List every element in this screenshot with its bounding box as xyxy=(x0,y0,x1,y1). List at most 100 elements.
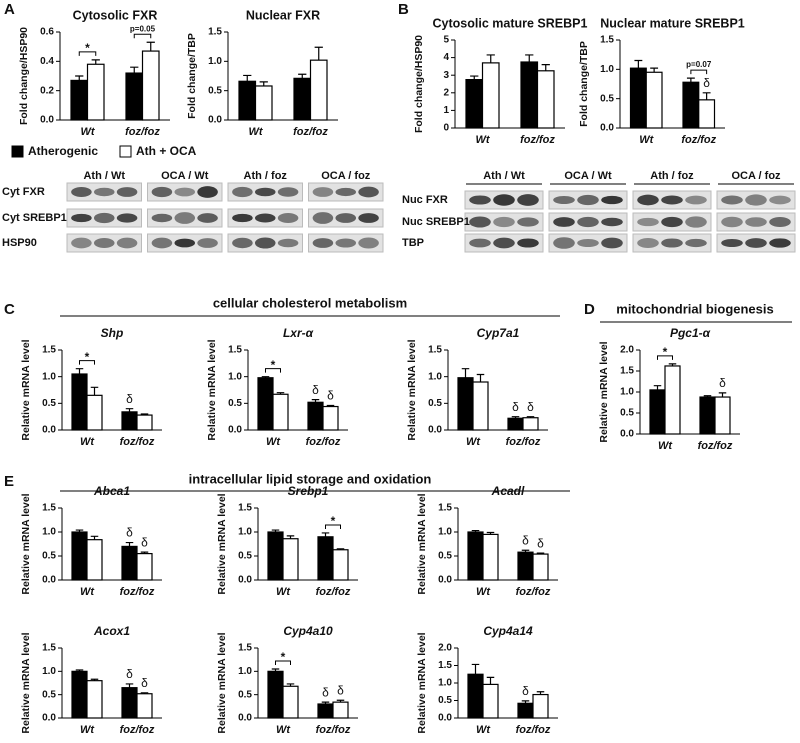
blot-row-label: Cyt SREBP1 xyxy=(2,212,67,224)
bar xyxy=(238,80,257,121)
y-tick-label: 0.0 xyxy=(238,575,252,586)
error-bar xyxy=(521,549,530,553)
x-tick-label: Wt xyxy=(80,436,95,448)
blot-band xyxy=(197,186,218,198)
y-tick-label: 2.0 xyxy=(620,345,634,356)
y-tick-label: 1.0 xyxy=(238,666,252,677)
blot-band xyxy=(685,195,707,205)
bar xyxy=(664,365,681,435)
y-tick-label: 1.5 xyxy=(208,27,222,38)
blot-band xyxy=(577,238,599,248)
y-tick-label: 0.4 xyxy=(40,56,54,67)
chart-title: Cytosolic FXR xyxy=(73,8,158,22)
bar xyxy=(121,545,138,581)
delta-marker: δ xyxy=(522,533,529,547)
x-tick-label: Wt xyxy=(639,134,654,146)
error-bar xyxy=(125,683,134,688)
delta-marker: δ xyxy=(327,389,334,403)
blot-band xyxy=(769,238,791,248)
significance-label: * xyxy=(85,41,90,55)
section-heading: intracellular lipid storage and oxidatio… xyxy=(189,471,432,486)
bar xyxy=(682,81,700,129)
error-bar xyxy=(286,535,295,539)
x-tick-label: Wt xyxy=(80,586,95,598)
y-tick-label: 1.0 xyxy=(428,371,442,382)
y-tick-label: 0.5 xyxy=(238,689,252,700)
y-tick-label: 0.0 xyxy=(208,115,222,126)
blot-band xyxy=(745,194,767,206)
delta-marker: δ xyxy=(527,400,534,414)
blot-band xyxy=(745,238,767,248)
blot-column-label: Ath / Wt xyxy=(83,170,125,182)
chart-title: Nuclear mature SREBP1 xyxy=(600,16,745,30)
y-tick-label: 1.0 xyxy=(438,678,452,689)
bar xyxy=(71,670,88,719)
error-bar xyxy=(702,92,711,100)
significance-bracket xyxy=(133,33,152,39)
y-tick-label: 1.0 xyxy=(238,527,252,538)
delta-marker: δ xyxy=(719,376,726,390)
blot-band xyxy=(335,213,357,223)
blot-band xyxy=(312,238,334,248)
y-tick-label: 1.5 xyxy=(438,503,452,514)
bar xyxy=(482,683,499,719)
blot-band xyxy=(517,194,539,206)
delta-marker: δ xyxy=(522,684,529,698)
x-tick-label: Wt xyxy=(466,436,481,448)
blot-band xyxy=(232,237,253,249)
error-bar xyxy=(125,541,134,547)
blot-column-label: Ath / foz xyxy=(650,170,694,182)
bar xyxy=(317,703,334,719)
error-bar xyxy=(650,67,659,73)
x-tick-label: foz/foz xyxy=(506,436,541,448)
error-bar xyxy=(486,676,495,685)
error-bar xyxy=(261,376,270,378)
chart-title: Shp xyxy=(101,326,124,340)
x-tick-label: Wt xyxy=(476,724,491,736)
blot-column-label: OCA / Wt xyxy=(161,170,209,182)
blot-band xyxy=(601,237,623,249)
blot-band xyxy=(685,216,707,228)
y-axis-label: Relative mRNA level xyxy=(416,632,428,733)
error-bar xyxy=(243,74,252,82)
error-bar xyxy=(75,75,84,81)
y-tick-label: 0.0 xyxy=(428,425,442,436)
blot-band xyxy=(637,217,659,227)
y-tick-label: 1.0 xyxy=(42,527,56,538)
blot-band xyxy=(197,213,218,223)
blot-band xyxy=(277,238,299,248)
y-tick-label: 0.0 xyxy=(438,713,452,724)
y-tick-label: 1.0 xyxy=(438,527,452,538)
blot-row-label: Nuc SREBP1 xyxy=(402,216,470,228)
bar xyxy=(121,411,138,431)
blot-band xyxy=(71,237,92,249)
bar xyxy=(254,85,273,121)
blot-band xyxy=(93,212,115,224)
x-tick-label: Wt xyxy=(80,126,95,138)
blot-band xyxy=(116,187,138,197)
error-bar xyxy=(321,532,330,537)
panel-letter: D xyxy=(584,301,595,318)
blot-band xyxy=(254,213,276,223)
panel-letter: E xyxy=(4,473,14,490)
bar xyxy=(141,50,160,121)
y-tick-label: 3 xyxy=(443,70,449,81)
bar xyxy=(293,77,312,121)
legend-label: Atherogenic xyxy=(28,144,98,158)
x-tick-label: foz/foz xyxy=(125,126,160,138)
y-tick-label: 0.0 xyxy=(40,115,54,126)
error-bar xyxy=(90,678,99,681)
error-bar xyxy=(91,59,100,65)
chart-title: Cyp7a1 xyxy=(477,326,520,340)
bar xyxy=(86,63,105,121)
bar xyxy=(125,72,144,121)
y-tick-label: 0.0 xyxy=(42,425,56,436)
error-bar xyxy=(686,77,695,83)
error-bar xyxy=(336,699,345,703)
blot-band xyxy=(769,217,791,227)
y-tick-label: 0.5 xyxy=(620,408,634,419)
delta-marker: δ xyxy=(126,392,133,406)
significance-label: * xyxy=(281,650,286,664)
significance-label: p=0.05 xyxy=(130,24,156,33)
